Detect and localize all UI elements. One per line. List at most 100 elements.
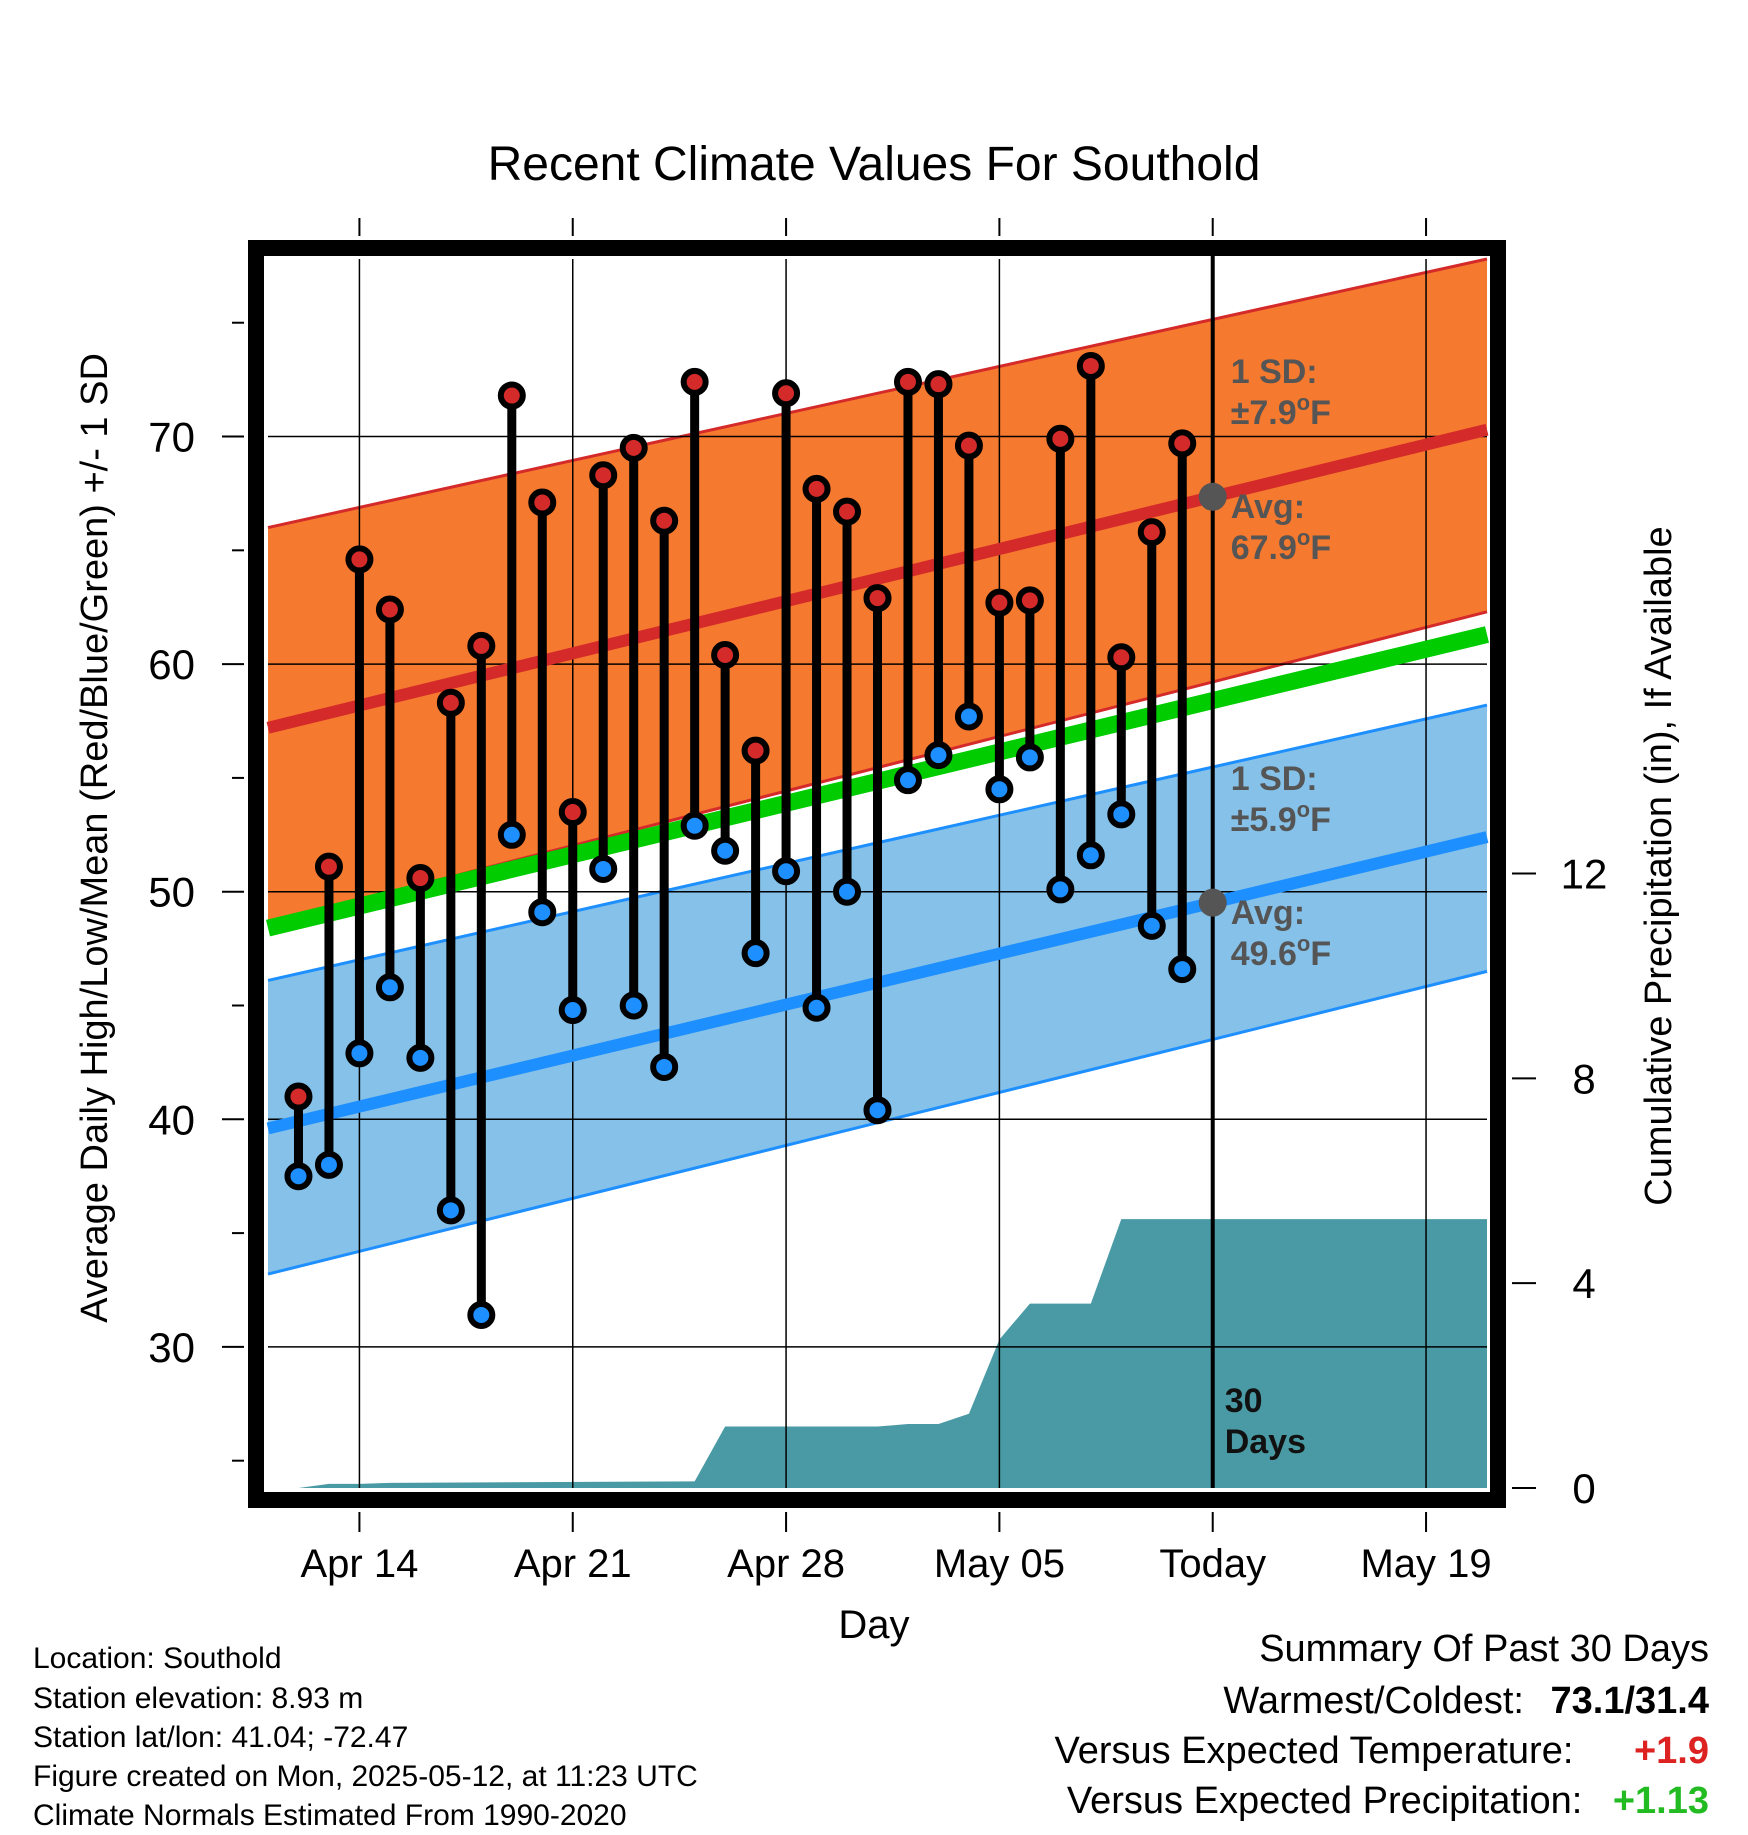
- info-latlon: Station lat/lon: 41.04; -72.47: [33, 1721, 409, 1754]
- daily-high-point: [650, 506, 679, 535]
- high-avg-label-number: 67.9: [1231, 529, 1297, 567]
- low-avg-label-value: 49.6oF: [1231, 931, 1331, 973]
- daily-low-point: [711, 836, 740, 865]
- summary-warmest-value: 73.1/31.4: [1550, 1680, 1709, 1722]
- daily-high-point: [1168, 429, 1197, 458]
- daily-high-point: [924, 370, 953, 399]
- daily-high-point: [1107, 643, 1136, 672]
- daily-low-point: [375, 973, 404, 1002]
- daily-low-point: [893, 766, 922, 795]
- daily-high-point: [954, 431, 983, 460]
- low-sd-label-degree: o: [1297, 797, 1310, 822]
- daily-low-point: [741, 939, 770, 968]
- daily-low-point: [589, 854, 618, 883]
- daily-high-point: [833, 497, 862, 526]
- daily-high-point: [802, 474, 831, 503]
- daily-low-point: [802, 993, 831, 1022]
- avg-low-today-marker: [1198, 888, 1227, 917]
- daily-low-point: [345, 1039, 374, 1068]
- y-axis-label-right: Cumulative Precipitation (in), If Availa…: [1638, 526, 1680, 1205]
- high-sd-label-unit: F: [1310, 394, 1331, 432]
- low-avg-label-unit: F: [1310, 935, 1331, 973]
- daily-high-point: [863, 584, 892, 613]
- daily-low-point: [406, 1043, 435, 1072]
- y-axis-label: Average Daily High/Low/Mean (Red/Blue/Gr…: [74, 353, 116, 1323]
- low-sd-label-unit: F: [1310, 801, 1331, 839]
- info-location: Location: Southold: [33, 1642, 282, 1675]
- daily-high-point: [985, 588, 1014, 617]
- daily-high-point: [711, 641, 740, 670]
- high-avg-label-unit: F: [1310, 529, 1331, 567]
- info-normals: Climate Normals Estimated From 1990-2020: [33, 1799, 627, 1832]
- daily-high-point: [1046, 424, 1075, 453]
- avg-high-line: [266, 423, 1489, 734]
- summary-title: Summary Of Past 30 Days: [1259, 1628, 1709, 1670]
- avg-high-today-marker: [1198, 482, 1227, 511]
- high-sd-label-value: ±7.9oF: [1231, 390, 1331, 432]
- high-avg-label-value: 67.9oF: [1231, 525, 1331, 567]
- daily-low-point: [284, 1162, 313, 1191]
- daily-low-point: [314, 1150, 343, 1179]
- chart-title: Recent Climate Values For Southold: [488, 138, 1261, 191]
- y-tick-label: 50: [148, 869, 195, 916]
- x-tick-label: Today: [1159, 1542, 1266, 1586]
- x-tick-label: Apr 21: [514, 1542, 632, 1586]
- info-elevation: Station elevation: 8.93 m: [33, 1682, 364, 1715]
- daily-high-point: [467, 631, 496, 660]
- daily-high-point: [497, 381, 526, 410]
- plot-frame: [248, 240, 1506, 1508]
- x-tick-label: Apr 14: [300, 1542, 418, 1586]
- daily-low-point: [1076, 841, 1105, 870]
- daily-low-point: [863, 1096, 892, 1125]
- daily-low-point: [558, 996, 587, 1025]
- days-count-label: 30: [1225, 1382, 1263, 1420]
- daily-low-point: [954, 702, 983, 731]
- summary-temp-label: Versus Expected Temperature:: [1054, 1730, 1574, 1772]
- low-avg-label-head: Avg:: [1231, 894, 1305, 932]
- low-sd-label-value: ±5.9oF: [1231, 797, 1331, 839]
- summary-temp-value: +1.9: [1633, 1730, 1709, 1772]
- daily-low-point: [680, 811, 709, 840]
- daily-high-point: [375, 595, 404, 624]
- x-tick-label: May 19: [1360, 1542, 1491, 1586]
- daily-low-point: [619, 991, 648, 1020]
- daily-low-point: [1107, 800, 1136, 829]
- y-tick-label: 70: [148, 414, 195, 461]
- x-tick-label: May 05: [934, 1542, 1065, 1586]
- daily-high-point: [589, 461, 618, 490]
- x-axis-label: Day: [838, 1603, 909, 1647]
- daily-high-point: [345, 545, 374, 574]
- high-avg-label-degree: o: [1297, 525, 1310, 550]
- y-right-tick-label: 12: [1561, 851, 1608, 898]
- daily-low-point: [985, 775, 1014, 804]
- daily-high-point: [406, 864, 435, 893]
- daily-high-point: [893, 367, 922, 396]
- daily-low-point: [497, 820, 526, 849]
- low-sd-label-head: 1 SD:: [1231, 760, 1318, 798]
- y-right-tick-label: 8: [1572, 1055, 1595, 1102]
- daily-high-point: [558, 798, 587, 827]
- y-tick-label: 40: [148, 1096, 195, 1143]
- daily-high-point: [1137, 518, 1166, 547]
- summary-warmest-row: Warmest/Coldest: 73.1/31.4: [1223, 1680, 1709, 1723]
- daily-low-point: [528, 898, 557, 927]
- daily-high-point: [284, 1082, 313, 1111]
- daily-low-point: [1015, 743, 1044, 772]
- daily-low-point: [1137, 911, 1166, 940]
- daily-high-point: [436, 688, 465, 717]
- y-right-tick-label: 4: [1572, 1260, 1595, 1307]
- low-sd-label-number: ±5.9: [1231, 801, 1297, 839]
- daily-high-point: [1076, 351, 1105, 380]
- summary-precip-row: Versus Expected Precipitation: +1.13: [1067, 1780, 1709, 1823]
- daily-high-point: [1015, 586, 1044, 615]
- daily-high-point: [528, 488, 557, 517]
- x-tick-label: Apr 28: [727, 1542, 845, 1586]
- daily-high-point: [741, 736, 770, 765]
- daily-high-point: [314, 852, 343, 881]
- y-tick-label: 30: [148, 1324, 195, 1371]
- precipitation-area: [268, 1219, 1487, 1488]
- low-avg-label-number: 49.6: [1231, 935, 1297, 973]
- info-created: Figure created on Mon, 2025-05-12, at 11…: [33, 1760, 698, 1793]
- y-right-tick-label: 0: [1572, 1465, 1595, 1512]
